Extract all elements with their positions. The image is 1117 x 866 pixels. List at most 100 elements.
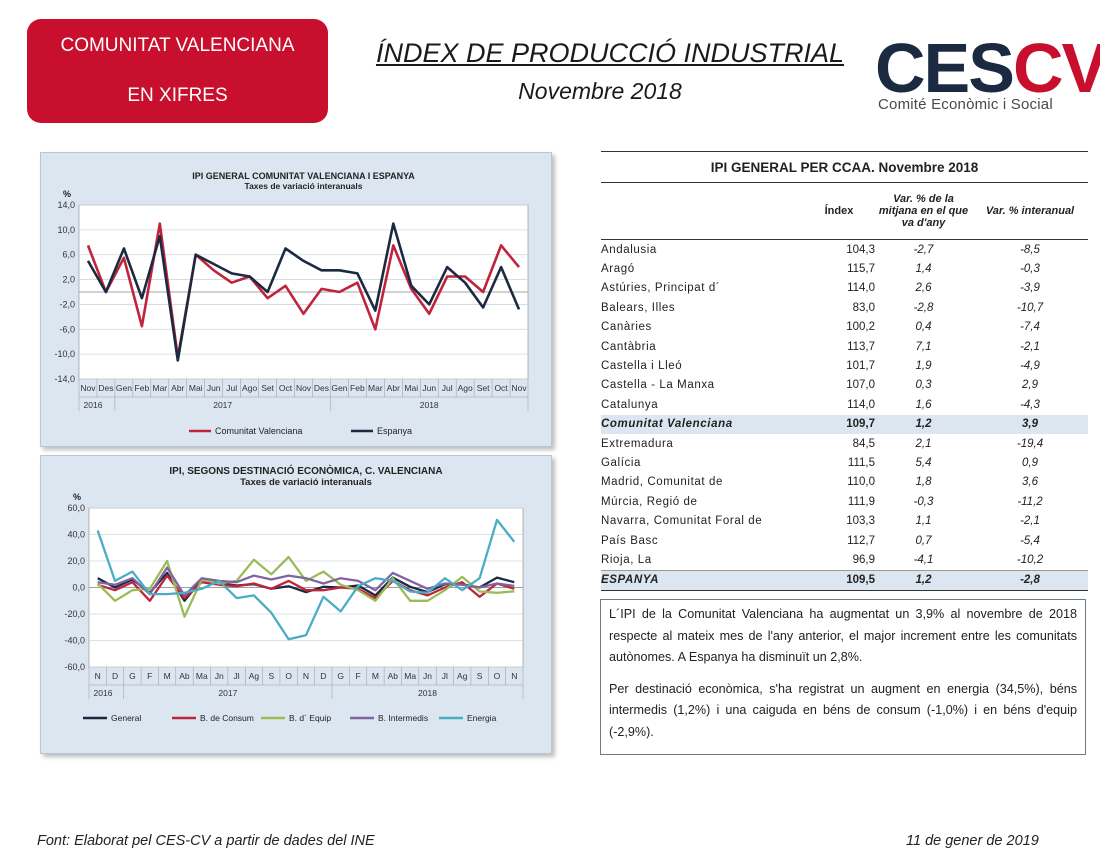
footer-source: Font: Elaborat pel CES-CV a partir de da… <box>37 833 375 849</box>
x-tick-label: D <box>112 671 118 681</box>
badge-line-2: EN XIFRES <box>127 85 228 106</box>
x-tick-label: Abr <box>387 383 400 393</box>
series-line-b-intermedis <box>97 566 515 597</box>
var-mitjana-cell: 2,6 <box>915 282 932 295</box>
x-tick-label: Ag <box>457 671 468 681</box>
table-row: Extremadura 84,5 2,1 -19,4 <box>601 434 1088 453</box>
header-region <box>601 182 803 240</box>
legend-label: Energia <box>467 713 497 723</box>
x-tick-label: Jun <box>207 383 221 393</box>
y-tick-label: -10,0 <box>54 349 75 359</box>
header-var-interanual: Var. % interanual <box>972 182 1088 240</box>
region-cell: Astúries, Principat d´ <box>601 282 721 295</box>
region-cell: Cantàbria <box>601 340 657 353</box>
table-row: Navarra, Comunitat Foral de 103,3 1,1 -2,1 <box>601 511 1088 530</box>
table-row: Catalunya 114,0 1,6 -4,3 <box>601 395 1088 414</box>
index-cell: 96,9 <box>852 553 875 566</box>
region-cell: Galícia <box>601 456 641 469</box>
var-mitjana-cell: -2,7 <box>913 243 934 256</box>
commentary-box: L´IPI de la Comunitat Valenciana ha augm… <box>600 599 1086 755</box>
x-tick-label: M <box>372 671 379 681</box>
commentary-paragraph-2: Per destinació econòmica, s'ha registrat… <box>609 681 1077 739</box>
year-label: 2018 <box>418 688 437 698</box>
chart-panel-general: IPI GENERAL COMUNITAT VALENCIANA I ESPAN… <box>40 152 552 447</box>
table-caption: IPI GENERAL PER CCAA. Novembre 2018 <box>601 151 1088 183</box>
index-cell: 110,0 <box>847 476 875 489</box>
cescv-logo: CESCV <box>875 30 1100 107</box>
y-tick-label: 60,0 <box>67 503 85 513</box>
year-label: 2016 <box>94 688 113 698</box>
x-tick-label: Ma <box>196 671 208 681</box>
x-tick-label: Mar <box>152 383 167 393</box>
region-cell: Madrid, Comunitat de <box>601 476 723 489</box>
table-body: Andalusia 104,3 -2,7 -8,5 Aragó 115,7 1,4 -0,3 A… <box>601 240 1088 592</box>
region-cell: Múrcia, Regió de <box>601 495 698 508</box>
y-tick-label: 0,0 <box>72 583 85 593</box>
x-tick-label: Nov <box>511 383 527 393</box>
x-tick-label: O <box>285 671 292 681</box>
x-tick-label: Gen <box>331 383 347 393</box>
var-interanual-cell: -5,4 <box>1020 534 1040 547</box>
region-cell: ESPANYA <box>601 569 803 592</box>
region-cell: País Basc <box>601 534 659 547</box>
var-mitjana-cell: -2,8 <box>913 301 934 314</box>
y-tick-label: 40,0 <box>67 530 85 540</box>
var-interanual-cell: -7,4 <box>1020 321 1040 334</box>
y-tick-label: -40,0 <box>64 636 85 646</box>
x-tick-label: Ab <box>388 671 399 681</box>
var-mitjana-cell: 1,8 <box>915 476 932 489</box>
x-tick-label: Oct <box>279 383 293 393</box>
index-cell: 113,7 <box>847 340 875 353</box>
x-tick-label: F <box>355 671 360 681</box>
x-tick-label: Des <box>314 383 329 393</box>
logo-text: CESCV <box>875 30 1100 107</box>
var-interanual-cell: 3,9 <box>972 414 1088 434</box>
y-tick-label: 6,0 <box>62 250 75 260</box>
table-row: Astúries, Principat d´ 114,0 2,6 -3,9 <box>601 279 1088 298</box>
x-tick-label: N <box>511 671 517 681</box>
table-row: Aragó 115,7 1,4 -0,3 <box>601 259 1088 278</box>
chart-subtitle: Taxes de variació interanuals <box>245 181 363 191</box>
var-interanual-cell: -11,2 <box>1017 495 1043 508</box>
x-tick-label: Mai <box>189 383 203 393</box>
var-interanual-cell: 0,9 <box>1022 456 1038 469</box>
region-cell: Castella i Lleó <box>601 360 683 373</box>
index-cell: 100,2 <box>846 321 875 334</box>
region-cell: Castella - La Manxa <box>601 379 715 392</box>
x-tick-label: O <box>494 671 501 681</box>
x-tick-label: Ago <box>458 383 473 393</box>
x-tick-label: Jul <box>442 383 453 393</box>
index-cell: 109,5 <box>803 569 875 592</box>
index-cell: 112,7 <box>847 534 875 547</box>
index-cell: 114,0 <box>847 282 875 295</box>
table-row: Cantàbria 113,7 7,1 -2,1 <box>601 337 1088 356</box>
x-tick-label: Des <box>98 383 113 393</box>
x-tick-label: Mai <box>404 383 418 393</box>
var-interanual-cell: -10,7 <box>1016 301 1044 314</box>
y-tick-label: 20,0 <box>67 556 85 566</box>
var-mitjana-cell: -4,1 <box>913 553 934 566</box>
var-mitjana-cell: -0,3 <box>913 495 934 508</box>
table-row: Castella i Lleó 101,7 1,9 -4,9 <box>601 356 1088 375</box>
chart-title: IPI, SEGONS DESTINACIÓ ECONÒMICA, C. VAL… <box>169 464 442 477</box>
index-cell: 107,0 <box>846 379 875 392</box>
var-mitjana-cell: 1,6 <box>915 398 932 411</box>
var-interanual-cell: -0,3 <box>1020 263 1040 276</box>
var-interanual-cell: -2,8 <box>972 569 1088 592</box>
x-tick-label: N <box>95 671 101 681</box>
ccaa-table-container: IPI GENERAL PER CCAA. Novembre 2018 Índe… <box>601 151 1088 592</box>
x-tick-label: S <box>477 671 483 681</box>
x-tick-label: Jl <box>233 671 239 681</box>
x-tick-label: G <box>337 671 344 681</box>
table-row: Balears, Illes 83,0 -2,8 -10,7 <box>601 298 1088 317</box>
x-tick-label: Jl <box>442 671 448 681</box>
x-tick-label: Jun <box>422 383 436 393</box>
var-mitjana-cell: 1,2 <box>875 569 972 592</box>
header-var-mitjana: Var. % de la mitjana en el que va d'any <box>875 182 972 240</box>
index-cell: 84,5 <box>852 437 875 450</box>
x-tick-label: Feb <box>135 383 150 393</box>
index-cell: 83,0 <box>852 301 875 314</box>
y-axis-unit: % <box>63 189 71 199</box>
chart-title: IPI GENERAL COMUNITAT VALENCIANA I ESPAN… <box>192 171 415 181</box>
chart-panel-destinacio: IPI, SEGONS DESTINACIÓ ECONÒMICA, C. VAL… <box>40 455 552 754</box>
